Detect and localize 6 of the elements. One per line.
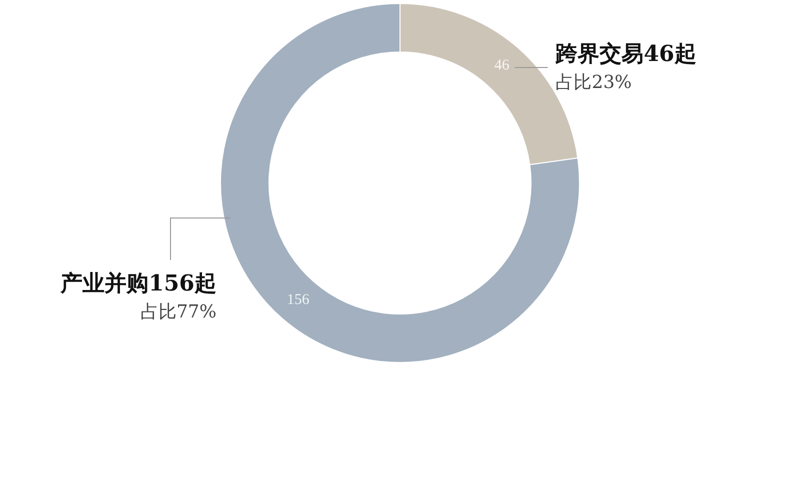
slice-label: 产业并购156起	[60, 270, 216, 297]
slice-label: 跨界交易46起	[554, 41, 696, 68]
data-label: 156	[286, 292, 310, 308]
text: 占比77%	[140, 302, 216, 323]
text: 占比23%	[556, 72, 632, 94]
data-label: 46	[494, 58, 510, 74]
